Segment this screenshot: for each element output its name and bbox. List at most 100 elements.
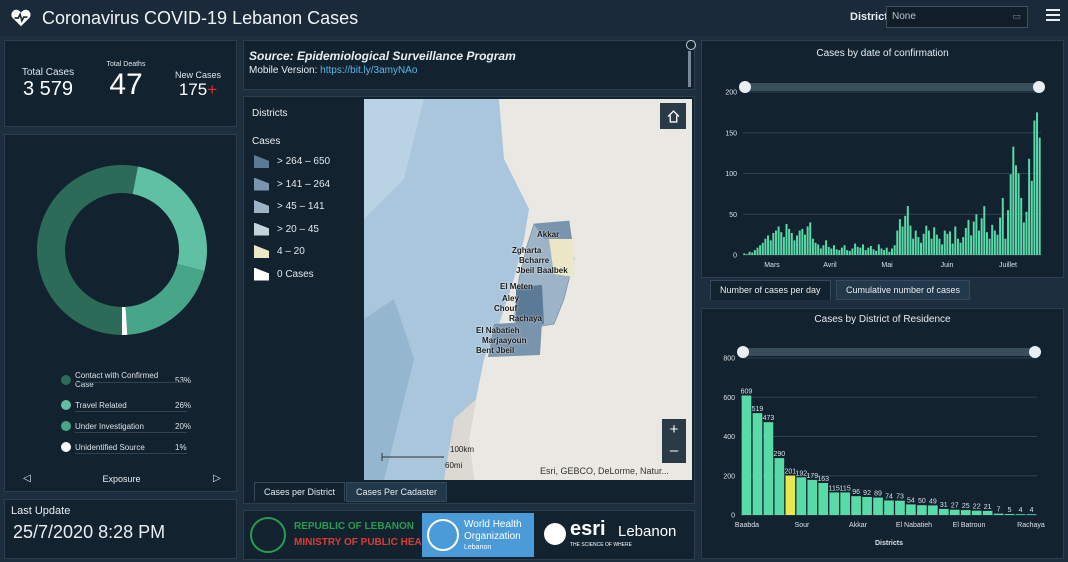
chart-bar[interactable]	[962, 237, 965, 255]
chart-bar[interactable]	[960, 510, 971, 515]
chart-bar[interactable]	[798, 230, 801, 255]
tab-cumulative-cases[interactable]: Cumulative number of cases	[836, 280, 971, 300]
chart-bar[interactable]	[1017, 173, 1020, 256]
chart-bar[interactable]	[777, 226, 780, 255]
chart-bar[interactable]	[796, 477, 807, 515]
chart-bar[interactable]	[980, 218, 983, 255]
chart-bar[interactable]	[801, 228, 804, 255]
chart-bar[interactable]	[761, 242, 764, 255]
chart-bar[interactable]	[1025, 211, 1028, 255]
chart-bar[interactable]	[895, 500, 905, 515]
chart-bar[interactable]	[978, 230, 981, 255]
chart-bar[interactable]	[751, 252, 754, 255]
range-slider-track[interactable]	[745, 83, 1039, 91]
chart-bar[interactable]	[975, 214, 978, 255]
chart-bar[interactable]	[1012, 146, 1015, 255]
chart-bar[interactable]	[983, 206, 986, 255]
chart-bar[interactable]	[964, 228, 967, 255]
chart-bar[interactable]	[752, 413, 763, 515]
chart-bar[interactable]	[898, 219, 901, 255]
chart-bar[interactable]	[877, 244, 880, 255]
chart-bar[interactable]	[803, 234, 806, 255]
chart-bar[interactable]	[807, 479, 818, 515]
chart-bar[interactable]	[1026, 514, 1037, 515]
chart-bar[interactable]	[774, 458, 785, 515]
exposure-legend-item[interactable]: Contact with Confirmed Case 53%	[61, 371, 191, 389]
chart-bar[interactable]	[982, 510, 993, 515]
chart-bar[interactable]	[862, 244, 864, 255]
chart-bar[interactable]	[782, 237, 785, 255]
donut-slice[interactable]	[36, 164, 138, 336]
chart-bar[interactable]	[796, 235, 799, 255]
chart-bar[interactable]	[854, 243, 857, 255]
chart-bar[interactable]	[949, 231, 952, 255]
chart-bar[interactable]	[867, 247, 870, 255]
chart-bar[interactable]	[906, 206, 909, 255]
chart-bar[interactable]	[806, 226, 809, 255]
chart-bar[interactable]	[785, 224, 788, 255]
exposure-legend-item[interactable]: Travel Related 26%	[61, 400, 191, 412]
chevron-left-icon[interactable]: ◁	[23, 473, 31, 484]
chart-bar[interactable]	[991, 224, 994, 255]
chart-bar[interactable]	[920, 242, 922, 255]
chart-bar[interactable]	[767, 235, 770, 255]
chart-bar[interactable]	[825, 240, 828, 255]
chart-bar[interactable]	[827, 246, 830, 255]
chart-bar[interactable]	[901, 226, 904, 255]
chart-bar[interactable]	[959, 242, 962, 255]
home-button[interactable]	[660, 103, 686, 129]
chart-bar[interactable]	[930, 238, 933, 255]
chart-bar[interactable]	[925, 225, 928, 255]
donut-slice[interactable]	[122, 306, 128, 335]
chart-bar[interactable]	[999, 217, 1002, 255]
chart-bar[interactable]	[822, 245, 825, 255]
chart-bar[interactable]	[743, 253, 746, 255]
chart-bar[interactable]	[949, 509, 960, 515]
chart-bar[interactable]	[772, 232, 775, 255]
chart-bar[interactable]	[840, 247, 843, 255]
chart-bar[interactable]	[848, 250, 851, 255]
expand-icon[interactable]	[686, 40, 696, 50]
chart-bar[interactable]	[814, 242, 817, 255]
chevron-right-icon[interactable]: ▷	[213, 473, 221, 484]
chart-bar[interactable]	[838, 250, 841, 255]
chart-bar[interactable]	[790, 232, 793, 255]
chart-bar[interactable]	[951, 243, 954, 255]
exposure-legend-item[interactable]: Under Investigation 20%	[61, 421, 191, 433]
chart-bar[interactable]	[869, 246, 872, 255]
chart-bar[interactable]	[972, 221, 975, 255]
chart-bar[interactable]	[1014, 165, 1017, 255]
chart-bar[interactable]	[927, 230, 930, 255]
chart-bar[interactable]	[1028, 158, 1031, 255]
chart-bar[interactable]	[988, 238, 991, 255]
mobile-version-link[interactable]: https://bit.ly/3amyNAo	[320, 65, 418, 76]
chart-bar[interactable]	[756, 247, 759, 255]
chart-bar[interactable]	[996, 234, 999, 255]
chart-bar[interactable]	[759, 245, 762, 255]
chart-bar[interactable]	[832, 245, 835, 255]
chart-bar[interactable]	[933, 227, 936, 255]
chart-bar[interactable]	[956, 238, 959, 255]
chart-bar[interactable]	[880, 248, 883, 255]
chart-bar[interactable]	[830, 248, 833, 255]
chart-bar[interactable]	[935, 234, 938, 255]
chart-bar[interactable]	[1009, 174, 1012, 255]
chart-bar[interactable]	[851, 248, 854, 255]
chart-bar[interactable]	[884, 500, 894, 515]
chart-bar[interactable]	[1015, 514, 1026, 515]
donut-slice[interactable]	[125, 264, 205, 335]
chart-bar[interactable]	[914, 230, 917, 255]
chart-bar[interactable]	[856, 246, 859, 255]
chart-bar[interactable]	[943, 230, 946, 255]
range-slider-track[interactable]	[743, 348, 1035, 356]
chart-bar[interactable]	[829, 492, 840, 515]
chart-bar[interactable]	[906, 504, 916, 515]
chart-bar[interactable]	[967, 219, 970, 255]
chart-bar[interactable]	[763, 422, 774, 515]
chart-bar[interactable]	[835, 249, 838, 255]
chart-bar[interactable]	[885, 247, 888, 255]
chart-bar[interactable]	[843, 245, 846, 255]
chart-bar[interactable]	[872, 249, 875, 255]
chart-bar[interactable]	[1030, 180, 1033, 255]
chart-bar[interactable]	[819, 248, 822, 255]
